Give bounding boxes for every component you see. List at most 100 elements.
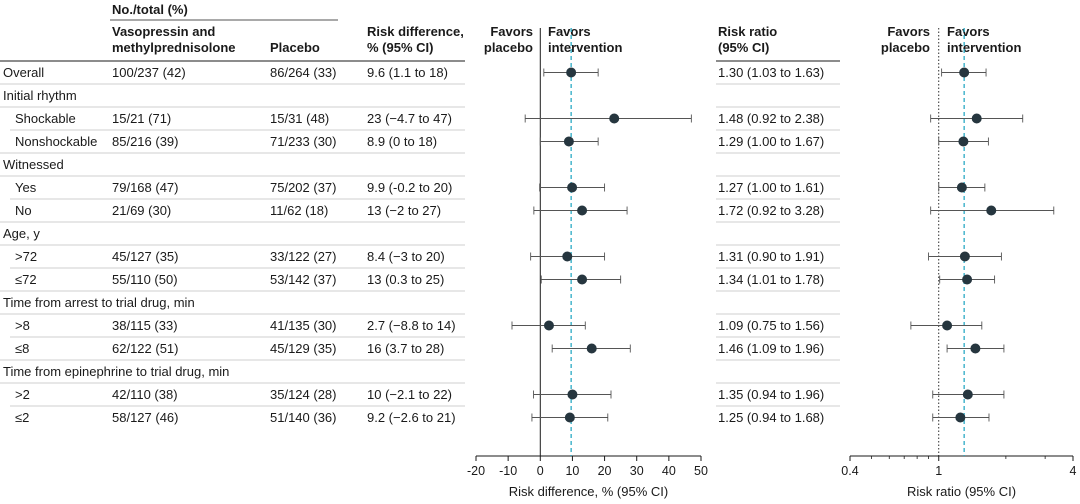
risk-ratio-value: 1.27 (1.00 to 1.61) [718, 180, 824, 195]
subgroup-label: ≤72 [15, 272, 37, 287]
rd-tick-label: -20 [467, 464, 485, 478]
rd-tick-label: 0 [537, 464, 544, 478]
risk-ratio-plot: 0.4 1 4 Risk ratio (95% CI) [841, 28, 1077, 499]
risk-difference-value: 13 (0.3 to 25) [367, 272, 444, 287]
risk-ratio-value: 1.46 (1.09 to 1.96) [718, 341, 824, 356]
rr-point-estimate [962, 389, 973, 400]
rd-point-estimate [543, 320, 554, 331]
placebo-count: 51/140 (36) [270, 410, 337, 425]
placebo-count: 53/142 (37) [270, 272, 337, 287]
rr-point-estimate [959, 251, 970, 262]
risk-difference-value: 10 (−2.1 to 22) [367, 387, 452, 402]
category-label: Witnessed [3, 157, 64, 172]
rd-point-estimate [577, 274, 588, 285]
placebo-count: 15/31 (48) [270, 111, 329, 126]
treatment-count: 42/110 (38) [112, 387, 178, 402]
placebo-count: 75/202 (37) [270, 180, 337, 195]
subgroup-label: ≤2 [15, 410, 29, 425]
risk-ratio-value: 1.09 (0.75 to 1.56) [718, 318, 824, 333]
rd-tick-label: 40 [662, 464, 676, 478]
risk-ratio-value: 1.34 (1.01 to 1.78) [718, 272, 824, 287]
rr-tick-label: 0.4 [841, 464, 858, 478]
category-label: Age, y [3, 226, 40, 241]
risk-difference-value: 9.6 (1.1 to 18) [367, 65, 448, 80]
treatment-count: 55/110 (50) [112, 272, 178, 287]
rr-point-estimate [970, 343, 981, 354]
treatment-count: 62/122 (51) [112, 341, 179, 356]
rd-point-estimate [562, 251, 573, 262]
placebo-count: 86/264 (33) [270, 65, 337, 80]
risk-difference-value: 9.2 (−2.6 to 21) [367, 410, 456, 425]
rd-point-estimate [586, 343, 597, 354]
category-label: Time from arrest to trial drug, min [3, 295, 195, 310]
rr-point-estimate [956, 182, 967, 193]
subgroup-label: ≤8 [15, 341, 29, 356]
rr-x-axis-label: Risk ratio (95% CI) [907, 484, 1016, 499]
header-group: No./total (%) [112, 2, 188, 17]
rd-tick-label: -10 [499, 464, 517, 478]
rd-point-estimate [567, 389, 578, 400]
placebo-count: 33/122 (27) [270, 249, 337, 264]
rr-point-estimate [958, 136, 969, 147]
subgroup-label: Overall [3, 65, 44, 80]
rr-point-estimate [971, 113, 982, 124]
risk-difference-value: 23 (−4.7 to 47) [367, 111, 452, 126]
rd-favors-intervention-line2: intervention [548, 40, 622, 55]
treatment-count: 85/216 (39) [112, 134, 179, 149]
risk-difference-value: 13 (−2 to 27) [367, 203, 441, 218]
header-treatment-line2: methylprednisolone [112, 40, 236, 55]
risk-difference-value: 16 (3.7 to 28) [367, 341, 444, 356]
rd-point-estimate [563, 136, 574, 147]
treatment-count: 38/115 (33) [112, 318, 178, 333]
placebo-count: 41/135 (30) [270, 318, 337, 333]
placebo-count: 71/233 (30) [270, 134, 337, 149]
subgroup-label: No [15, 203, 32, 218]
rr-point-estimate [959, 67, 970, 78]
risk-ratio-value: 1.29 (1.00 to 1.67) [718, 134, 824, 149]
rr-favors-intervention-line1: Favors [947, 24, 990, 39]
placebo-count: 11/62 (18) [270, 203, 328, 218]
header-rd-line2: % (95% CI) [367, 40, 433, 55]
risk-difference-value: 8.4 (−3 to 20) [367, 249, 445, 264]
category-label: Time from epinephrine to trial drug, min [3, 364, 229, 379]
rd-point-estimate [566, 67, 577, 78]
rd-favors-placebo-line1: Favors [490, 24, 533, 39]
rd-favors-placebo-line2: placebo [484, 40, 533, 55]
risk-ratio-value: 1.31 (0.90 to 1.91) [718, 249, 824, 264]
risk-difference-value: 9.9 (-0.2 to 20) [367, 180, 452, 195]
rd-tick-label: 20 [598, 464, 612, 478]
rr-tick-label: 1 [935, 464, 942, 478]
rd-favors-intervention-line1: Favors [548, 24, 591, 39]
treatment-count: 79/168 (47) [112, 180, 179, 195]
treatment-count: 100/237 (42) [112, 65, 186, 80]
rr-point-estimate [942, 320, 953, 331]
treatment-count: 45/127 (35) [112, 249, 179, 264]
risk-ratio-value: 1.35 (0.94 to 1.96) [718, 387, 824, 402]
rd-x-axis-label: Risk difference, % (95% CI) [509, 484, 668, 499]
header-placebo: Placebo [270, 40, 320, 55]
subgroup-label: Nonshockable [15, 134, 97, 149]
placebo-count: 35/124 (28) [270, 387, 337, 402]
subgroup-table: Overall 100/237 (42) 86/264 (33) 9.6 (1.1 t… [0, 65, 840, 425]
risk-ratio-value: 1.48 (0.92 to 2.38) [718, 111, 824, 126]
subgroup-label: Shockable [15, 111, 76, 126]
placebo-count: 45/129 (35) [270, 341, 337, 356]
rd-point-estimate [564, 412, 575, 423]
rr-favors-intervention-line2: intervention [947, 40, 1021, 55]
header-rr-line2: (95% CI) [718, 40, 769, 55]
risk-ratio-value: 1.30 (1.03 to 1.63) [718, 65, 824, 80]
rr-point-estimate [986, 205, 997, 216]
treatment-count: 58/127 (46) [112, 410, 179, 425]
subgroup-label: >72 [15, 249, 37, 264]
rr-favors-placebo-line1: Favors [887, 24, 930, 39]
category-label: Initial rhythm [3, 88, 77, 103]
risk-difference-plot: -20 -10 0 10 20 30 40 50 Risk difference, % (95%… [467, 28, 708, 499]
rd-point-estimate [609, 113, 620, 124]
risk-difference-value: 2.7 (−8.8 to 14) [367, 318, 456, 333]
rr-favors-placebo-line2: placebo [881, 40, 930, 55]
rd-point-estimate [577, 205, 588, 216]
subgroup-label: >2 [15, 387, 30, 402]
risk-ratio-value: 1.72 (0.92 to 3.28) [718, 203, 824, 218]
subgroup-label: Yes [15, 180, 37, 195]
